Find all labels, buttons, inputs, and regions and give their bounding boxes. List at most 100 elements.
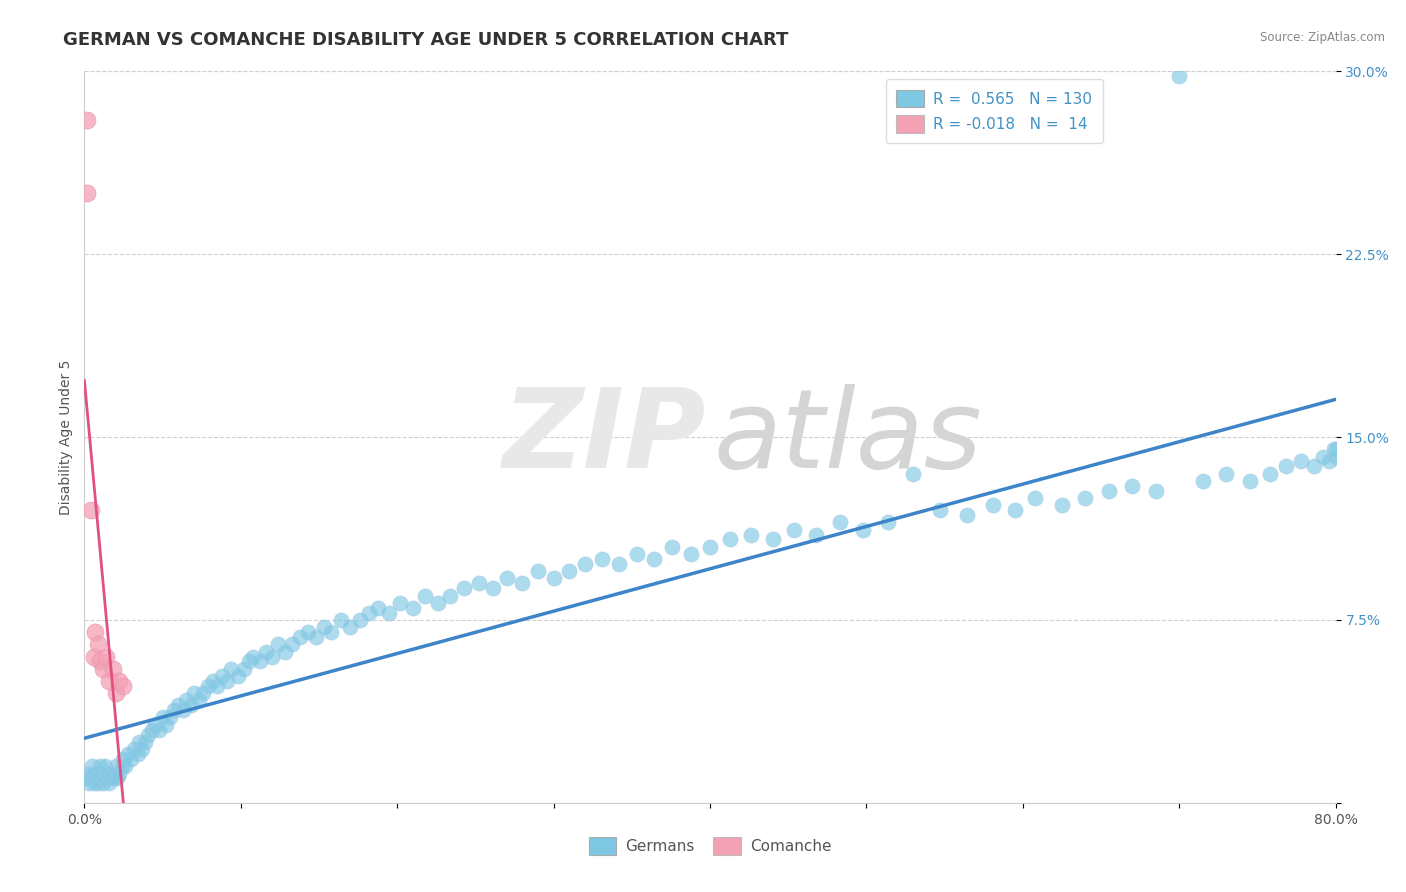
Point: [1324, 442, 1347, 457]
Point: [107, 673, 129, 688]
Point: [1319, 454, 1341, 468]
Point: [1024, 491, 1046, 505]
Point: [607, 557, 630, 571]
Point: [117, 747, 139, 761]
Point: [76, 772, 98, 786]
Point: [167, 698, 190, 713]
Point: [87, 637, 110, 651]
Point: [1004, 503, 1026, 517]
Point: [152, 710, 174, 724]
Point: [104, 759, 127, 773]
Point: [1258, 467, 1281, 481]
Point: [77, 776, 100, 790]
Text: Source: ZipAtlas.com: Source: ZipAtlas.com: [1260, 31, 1385, 45]
Point: [98, 776, 121, 790]
Point: [207, 679, 229, 693]
Point: [426, 596, 449, 610]
Point: [267, 637, 290, 651]
Point: [105, 772, 128, 786]
Point: [91, 776, 114, 790]
Point: [89, 654, 111, 668]
Point: [389, 596, 412, 610]
Point: [1074, 491, 1097, 505]
Point: [96, 649, 118, 664]
Point: [193, 686, 215, 700]
Point: [290, 630, 312, 644]
Point: [929, 503, 952, 517]
Point: [172, 703, 194, 717]
Y-axis label: Disability Age Under 5: Disability Age Under 5: [59, 359, 73, 515]
Point: [1098, 483, 1121, 498]
Point: [1323, 442, 1346, 457]
Text: GERMAN VS COMANCHE DISABILITY AGE UNDER 5 CORRELATION CHART: GERMAN VS COMANCHE DISABILITY AGE UNDER …: [63, 31, 789, 49]
Point: [981, 499, 1004, 513]
Point: [273, 645, 295, 659]
Point: [1291, 454, 1313, 468]
Point: [699, 540, 721, 554]
Point: [877, 516, 900, 530]
Point: [262, 649, 284, 664]
Point: [626, 547, 648, 561]
Point: [76, 113, 98, 128]
Point: [114, 759, 136, 773]
Point: [77, 766, 100, 780]
Point: [221, 662, 243, 676]
Point: [84, 625, 107, 640]
Point: [495, 572, 517, 586]
Point: [1274, 459, 1296, 474]
Point: [402, 600, 425, 615]
Point: [661, 540, 683, 554]
Point: [852, 523, 875, 537]
Point: [558, 564, 581, 578]
Point: [127, 747, 149, 761]
Point: [955, 508, 977, 522]
Point: [1168, 69, 1191, 83]
Text: atlas: atlas: [714, 384, 983, 491]
Point: [141, 723, 163, 737]
Point: [82, 772, 104, 786]
Point: [740, 527, 762, 541]
Point: [89, 766, 111, 780]
Point: [148, 723, 170, 737]
Point: [180, 698, 202, 713]
Point: [1324, 450, 1347, 464]
Point: [312, 620, 335, 634]
Point: [1191, 474, 1213, 488]
Point: [96, 772, 118, 786]
Point: [1215, 467, 1237, 481]
Point: [481, 581, 503, 595]
Point: [543, 572, 565, 586]
Point: [187, 693, 209, 707]
Point: [155, 718, 177, 732]
Point: [183, 686, 205, 700]
Point: [1302, 459, 1324, 474]
Point: [242, 649, 264, 664]
Point: [903, 467, 925, 481]
Point: [453, 581, 475, 595]
Point: [104, 686, 127, 700]
Point: [349, 613, 371, 627]
Point: [82, 759, 104, 773]
Point: [111, 759, 134, 773]
Point: [512, 576, 534, 591]
Point: [591, 552, 613, 566]
Point: [112, 679, 135, 693]
Point: [378, 606, 401, 620]
Point: [107, 766, 129, 780]
Point: [211, 669, 233, 683]
Point: [89, 759, 111, 773]
Point: [305, 630, 328, 644]
Point: [297, 625, 319, 640]
Point: [762, 533, 785, 547]
Point: [1144, 483, 1167, 498]
Point: [87, 776, 110, 790]
Point: [86, 772, 108, 786]
Point: [828, 516, 851, 530]
Point: [112, 752, 135, 766]
Point: [574, 557, 596, 571]
Point: [91, 662, 114, 676]
Point: [226, 669, 249, 683]
Point: [76, 186, 98, 201]
Point: [1239, 474, 1261, 488]
Point: [90, 772, 112, 786]
